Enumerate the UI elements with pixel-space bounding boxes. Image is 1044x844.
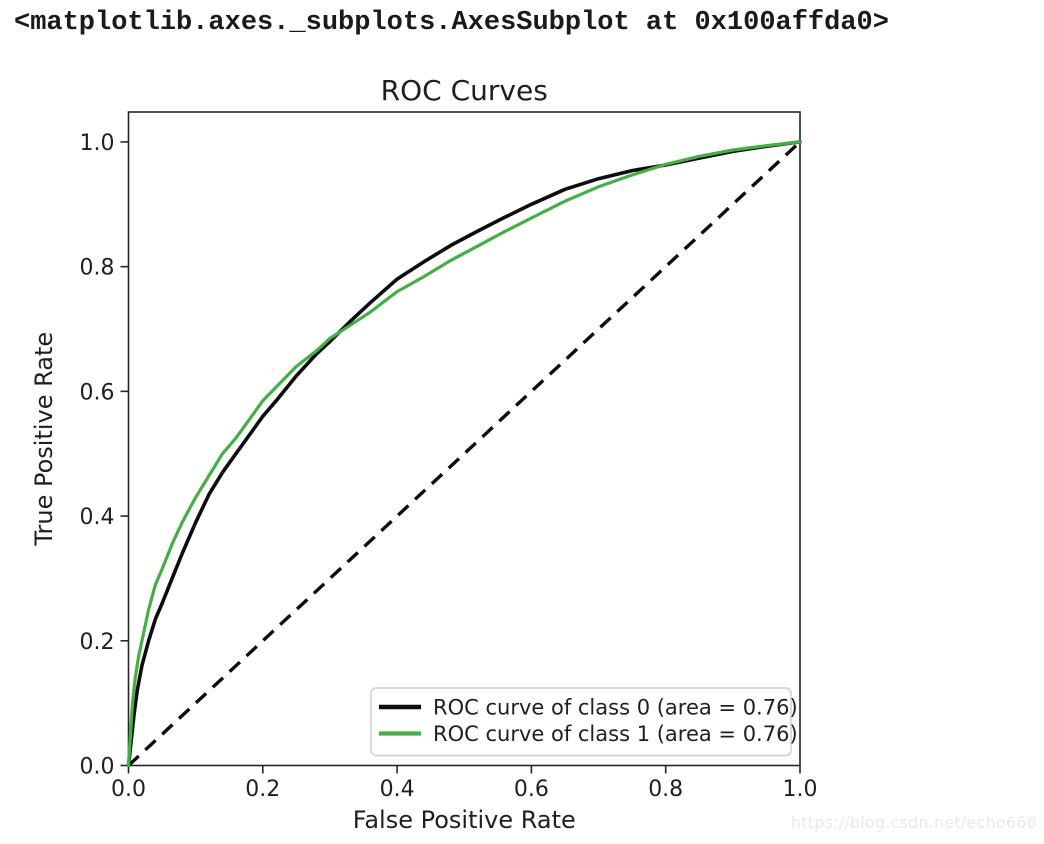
x-tick-label: 0.8: [648, 777, 683, 802]
legend-label-class-1: ROC curve of class 1 (area = 0.76): [433, 722, 798, 746]
repr-output-text: <matplotlib.axes._subplots.AxesSubplot a…: [14, 8, 889, 38]
y-tick-label: 0.2: [80, 630, 115, 655]
y-tick-label: 0.4: [80, 505, 115, 530]
roc-curve-class-0: [126, 140, 802, 768]
plot-spines: [127, 111, 801, 767]
x-tick-label: 0.2: [245, 777, 280, 802]
chart-title: ROC Curves: [381, 74, 548, 107]
watermark-text: https://blog.csdn.net/echo666: [790, 813, 1037, 832]
y-axis-label: True Positive Rate: [30, 332, 58, 547]
y-tick-label: 0.6: [80, 380, 115, 405]
legend-label-class-0: ROC curve of class 0 (area = 0.76): [433, 696, 798, 720]
roc-chart-canvas: ROC Curves 0.0 0.2 0.4 0.6 0.8 1.0 0.0 0.2 0.4 0.6…: [30, 74, 818, 834]
roc-figure: ROC Curves 0.0 0.2 0.4 0.6 0.8 1.0 0.0 0.2 0.4 0.6…: [0, 58, 1044, 844]
x-tick-label: 0.0: [111, 777, 146, 802]
x-tick-label: 0.6: [514, 777, 549, 802]
roc-curve-class-1: [126, 140, 802, 768]
x-axis-label: False Positive Rate: [353, 806, 576, 834]
x-tick-label: 1.0: [783, 777, 818, 802]
legend-box: [370, 687, 792, 757]
y-tick-label: 0.0: [80, 755, 115, 780]
x-tick-label: 0.4: [380, 777, 415, 802]
chance-diagonal-line: [127, 140, 802, 767]
y-tick-label: 0.8: [80, 256, 115, 281]
y-tick-label: 1.0: [80, 131, 115, 156]
